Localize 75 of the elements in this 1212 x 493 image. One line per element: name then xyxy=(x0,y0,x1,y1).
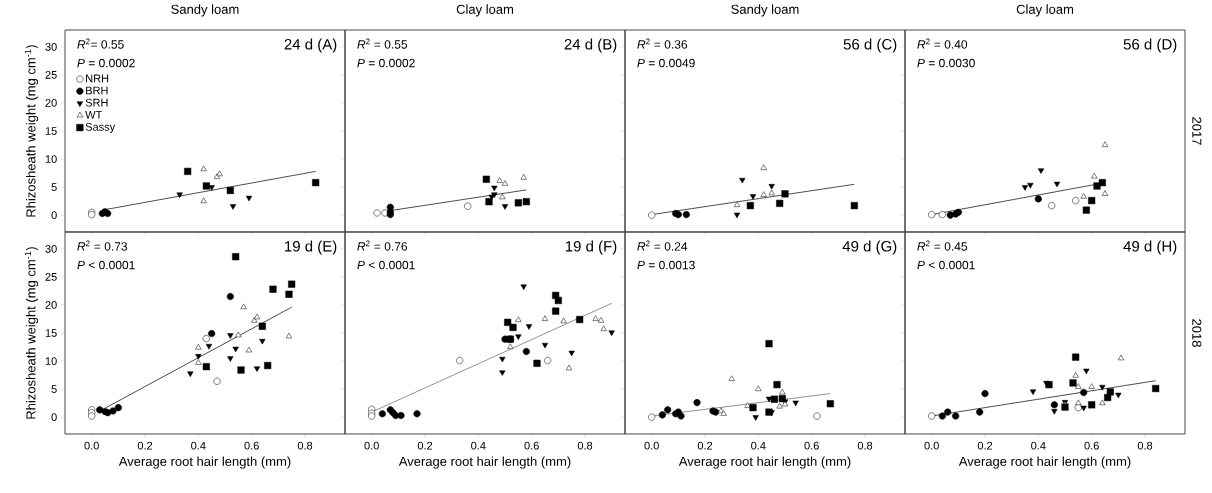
annotation: P = 0.0013 xyxy=(637,260,695,270)
x-tick-label: 0.8 xyxy=(297,441,313,450)
legend-label: WT xyxy=(85,110,103,119)
x-tick-label: 0.0 xyxy=(84,441,99,450)
annotation: R$^{2}$ = 0.73 xyxy=(77,240,128,251)
annotation: 24 d (B) xyxy=(564,38,617,53)
annotation: 49 d (G) xyxy=(842,240,897,255)
y-tick-label: 0 xyxy=(51,211,57,220)
x-tick-label: 0.0 xyxy=(924,441,939,450)
x-tick-label: 0.8 xyxy=(577,441,593,450)
legend-label: SRH xyxy=(85,98,108,107)
x-tick-label: 0.2 xyxy=(697,441,713,450)
annotation: P < 0.0001 xyxy=(917,260,975,270)
x-tick-label: 0.0 xyxy=(364,441,379,450)
annotation: 56 d (C) xyxy=(843,38,897,53)
y-tick-label: 20 xyxy=(45,99,57,107)
annotation: P < 0.0001 xyxy=(357,260,415,270)
annotation: P = 0.0030 xyxy=(917,58,975,68)
x-axis-title: Average root hair length (mm) xyxy=(118,456,291,469)
legend-label: BRH xyxy=(86,86,108,95)
y2-axis-title: 2017 xyxy=(1192,117,1202,145)
x-tick-label: 0.2 xyxy=(417,441,433,450)
annotation: 19 d (E) xyxy=(285,240,337,255)
chart-title: Sandy loam xyxy=(171,4,239,17)
annotation: P = 0.0002 xyxy=(77,58,135,68)
y-tick-label: 30 xyxy=(45,244,57,253)
y-tick-label: 10 xyxy=(45,357,57,365)
annotation: R$^{2}$ = 0.24 xyxy=(637,240,688,251)
y-tick-label: 30 xyxy=(45,42,57,51)
annotation: P < 0.0001 xyxy=(77,260,135,270)
chart-title: Clay loam xyxy=(1016,4,1074,17)
annotation: R$^{2}$ = 0.76 xyxy=(357,240,408,251)
x-tick-label: 0.4 xyxy=(191,441,206,450)
x-tick-label: 0.4 xyxy=(751,441,766,450)
annotation: R$^{2}$ = 0.40 xyxy=(917,38,968,49)
x-tick-label: 0.2 xyxy=(137,441,153,450)
y-tick-label: 15 xyxy=(45,127,57,135)
annotation: 19 d (F) xyxy=(565,240,617,255)
x-tick-label: 0.6 xyxy=(244,441,259,450)
y-tick-label: 5 xyxy=(51,385,57,393)
y-tick-label: 15 xyxy=(45,329,57,337)
y-tick-label: 10 xyxy=(45,155,57,163)
x-tick-label: 0.0 xyxy=(644,441,659,450)
x-tick-label: 0.8 xyxy=(857,441,873,450)
y-axis-title: Rhizosheath weight (mg cm$^{-1}$) xyxy=(24,247,39,419)
annotation: 56 d (D) xyxy=(1123,38,1177,53)
annotation: R$^{2}$= 0.55 xyxy=(77,38,124,49)
annotation: 24 d (A) xyxy=(284,38,337,53)
x-tick-label: 0.4 xyxy=(471,441,486,450)
legend-label: Sassy xyxy=(85,123,116,133)
x-axis-title: Average root hair length (mm) xyxy=(958,456,1131,469)
x-axis-title: Average root hair length (mm) xyxy=(398,456,571,469)
x-tick-label: 0.8 xyxy=(1137,441,1153,450)
y2-axis-title: 2018 xyxy=(1192,319,1202,347)
y-tick-label: 20 xyxy=(45,301,57,309)
x-tick-label: 0.6 xyxy=(1084,441,1099,450)
y-tick-label: 5 xyxy=(51,183,57,191)
y-tick-label: 0 xyxy=(51,413,57,422)
annotation: R$^{2}$ = 0.45 xyxy=(917,240,968,251)
legend-label: NRH xyxy=(86,74,109,83)
annotation: R$^{2}$ = 0.36 xyxy=(637,38,688,49)
y-tick-label: 25 xyxy=(45,273,57,281)
annotation: P = 0.0049 xyxy=(637,58,695,68)
x-tick-label: 0.2 xyxy=(977,441,993,450)
y-tick-label: 25 xyxy=(45,71,57,79)
x-tick-label: 0.4 xyxy=(1031,441,1046,450)
x-tick-label: 0.6 xyxy=(524,441,539,450)
annotation: 49 d (H) xyxy=(1123,240,1177,255)
x-axis-title: Average root hair length (mm) xyxy=(678,456,851,469)
y-axis-title: Rhizosheath weight (mg cm$^{-1}$) xyxy=(24,45,39,217)
chart-title: Clay loam xyxy=(456,4,514,17)
chart-title: Sandy loam xyxy=(731,4,799,17)
annotation: R$^{2}$ = 0.55 xyxy=(357,38,408,49)
x-tick-label: 0.6 xyxy=(804,441,819,450)
annotation: P = 0.0002 xyxy=(357,58,415,68)
